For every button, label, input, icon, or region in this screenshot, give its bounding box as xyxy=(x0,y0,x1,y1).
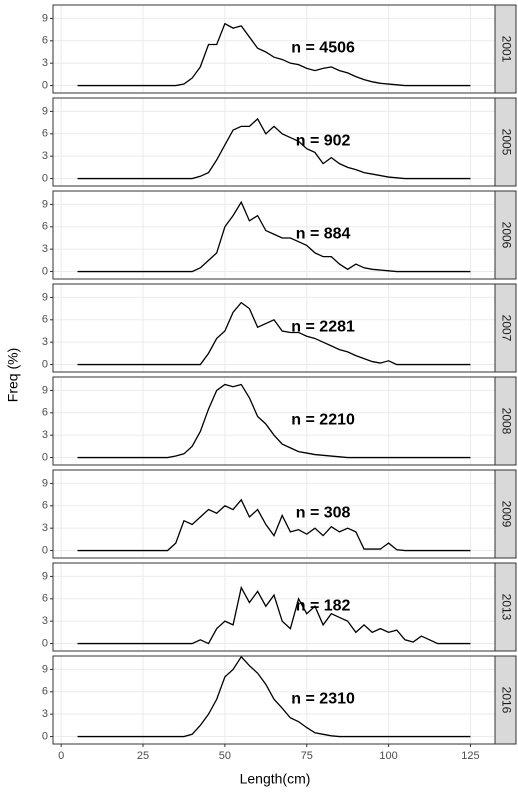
line xyxy=(77,383,471,459)
strip xyxy=(494,376,517,466)
annotation: n = 308 xyxy=(296,504,351,521)
strip-label: 2016 xyxy=(499,687,513,714)
y-tick-label: 9 xyxy=(42,105,48,117)
line xyxy=(77,301,471,366)
y-tick-label: 3 xyxy=(42,615,48,627)
strip-label: 2008 xyxy=(499,408,513,435)
y-tick-label: 3 xyxy=(42,243,48,255)
y-tick-label: 0 xyxy=(42,172,48,184)
panel-background xyxy=(53,191,495,279)
y-tick-label: 6 xyxy=(42,593,48,605)
y-tick-label: 0 xyxy=(42,730,48,742)
y-tick-label: 0 xyxy=(42,637,48,649)
annotation: n = 2281 xyxy=(291,318,355,335)
panel-background xyxy=(53,284,495,372)
strip xyxy=(494,4,517,94)
annotation: n = 902 xyxy=(296,132,351,149)
strip xyxy=(494,469,517,559)
x-axis-title: Length(cm) xyxy=(240,771,311,787)
y-tick-label: 9 xyxy=(42,663,48,675)
line xyxy=(77,117,471,180)
panel: 0 3 6 9 n = 2281 2007 xyxy=(42,283,517,373)
y-tick-label: 3 xyxy=(42,429,48,441)
y-tick-label: 0 xyxy=(42,265,48,277)
y-tick-label: 6 xyxy=(42,221,48,233)
x-tick-label: 0 xyxy=(58,750,64,762)
line xyxy=(77,22,471,87)
y-tick-label: 3 xyxy=(42,57,48,69)
y-tick-label: 0 xyxy=(42,544,48,556)
panel: 0 3 6 9 n = 182 2013 xyxy=(42,562,517,652)
strip-label: 2007 xyxy=(499,315,513,342)
y-tick-label: 0 xyxy=(42,451,48,463)
y-tick-label: 3 xyxy=(42,150,48,162)
y-tick-label: 0 xyxy=(42,358,48,370)
y-tick-label: 9 xyxy=(42,291,48,303)
line xyxy=(77,655,471,738)
strip-label: 2005 xyxy=(499,129,513,156)
y-tick-label: 9 xyxy=(42,477,48,489)
y-axis-title: Freq (%) xyxy=(5,348,21,402)
strip xyxy=(494,562,517,652)
strip-label: 2001 xyxy=(499,36,513,63)
annotation: n = 884 xyxy=(296,225,351,242)
y-tick-label: 6 xyxy=(42,35,48,47)
x-tick-label: 25 xyxy=(137,750,149,762)
panel: 0 3 6 9 n = 4506 2001 xyxy=(42,4,517,94)
strip-label: 2006 xyxy=(499,222,513,249)
y-tick-label: 9 xyxy=(42,384,48,396)
y-tick-label: 6 xyxy=(42,407,48,419)
annotation: n = 2310 xyxy=(291,690,355,707)
y-tick-label: 3 xyxy=(42,336,48,348)
y-tick-label: 9 xyxy=(42,198,48,210)
line xyxy=(77,585,471,645)
annotation: n = 182 xyxy=(296,597,351,614)
y-tick-label: 0 xyxy=(42,79,48,91)
annotation: n = 2210 xyxy=(291,411,355,428)
strip xyxy=(494,283,517,373)
x-tick-label: 125 xyxy=(461,750,479,762)
panel: 0 3 6 9 n = 902 2005 xyxy=(42,97,517,187)
panel: 0 3 6 9 n = 2310 2016 0 25 50 75 100 125 xyxy=(42,655,517,762)
y-tick-label: 6 xyxy=(42,500,48,512)
line xyxy=(77,200,471,273)
y-tick-label: 3 xyxy=(42,708,48,720)
panel-background xyxy=(53,377,495,465)
y-tick-label: 9 xyxy=(42,12,48,24)
strip xyxy=(494,190,517,280)
panel: 0 3 6 9 n = 2210 2008 xyxy=(42,376,517,466)
strip xyxy=(494,97,517,187)
y-tick-label: 6 xyxy=(42,686,48,698)
annotation: n = 4506 xyxy=(291,39,355,56)
panel: 0 3 6 9 n = 884 2006 xyxy=(42,190,517,280)
y-tick-label: 3 xyxy=(42,522,48,534)
x-tick-label: 75 xyxy=(301,750,313,762)
y-tick-label: 6 xyxy=(42,128,48,140)
strip-label: 2009 xyxy=(499,501,513,528)
panel: 0 3 6 9 n = 308 2009 xyxy=(42,469,517,559)
strip xyxy=(494,655,517,745)
panel-background xyxy=(53,98,495,186)
y-tick-label: 9 xyxy=(42,570,48,582)
panel-background xyxy=(53,470,495,558)
y-tick-label: 6 xyxy=(42,314,48,326)
x-tick-label: 50 xyxy=(219,750,231,762)
strip-label: 2013 xyxy=(499,594,513,621)
x-tick-label: 100 xyxy=(379,750,397,762)
line xyxy=(77,498,471,552)
panel-background xyxy=(53,5,495,93)
